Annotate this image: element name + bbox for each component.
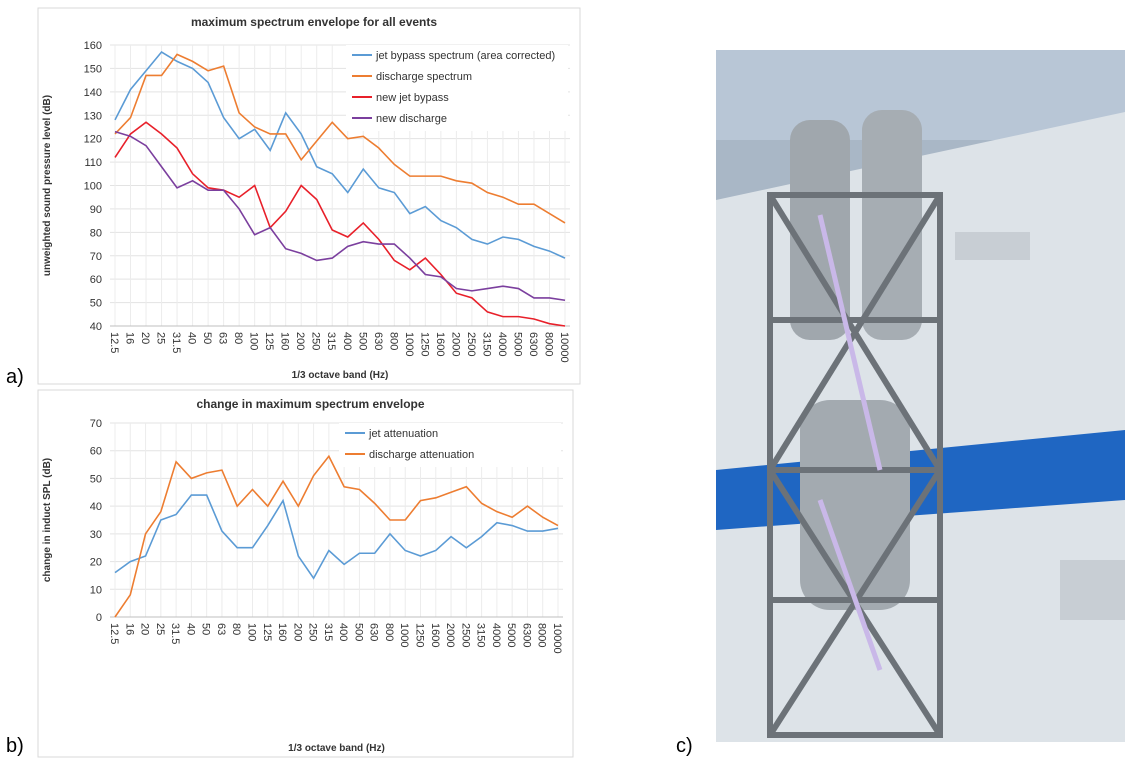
x-tick-label: 10000 bbox=[551, 623, 563, 654]
panel-label: c) bbox=[676, 735, 693, 757]
y-tick-label: 60 bbox=[90, 274, 102, 286]
y-tick-label: 70 bbox=[90, 418, 102, 430]
photo bbox=[716, 50, 1125, 742]
x-tick-label: 6300 bbox=[527, 332, 539, 356]
panel-label: a) bbox=[6, 366, 24, 388]
legend-label: new jet bypass bbox=[376, 92, 449, 104]
x-axis-label: 1/3 octave band (Hz) bbox=[288, 743, 385, 754]
y-tick-label: 80 bbox=[90, 227, 102, 239]
x-tick-label: 1250 bbox=[418, 332, 430, 356]
x-tick-label: 6300 bbox=[520, 623, 532, 647]
x-tick-label: 63 bbox=[215, 623, 227, 635]
legend-label: discharge attenuation bbox=[369, 449, 474, 461]
x-tick-label: 160 bbox=[276, 623, 288, 641]
x-tick-label: 800 bbox=[387, 332, 399, 350]
y-tick-label: 100 bbox=[84, 181, 102, 193]
x-tick-label: 1600 bbox=[434, 332, 446, 356]
x-tick-label: 315 bbox=[322, 623, 334, 641]
x-tick-label: 80 bbox=[230, 623, 242, 635]
x-tick-label: 100 bbox=[248, 332, 260, 350]
x-tick-label: 1000 bbox=[403, 332, 415, 356]
x-tick-label: 10000 bbox=[558, 332, 570, 363]
y-tick-label: 160 bbox=[84, 40, 102, 52]
legend-label: jet attenuation bbox=[368, 428, 438, 440]
y-tick-label: 70 bbox=[90, 251, 102, 263]
y-tick-label: 0 bbox=[96, 612, 102, 624]
x-tick-label: 2000 bbox=[444, 623, 456, 647]
x-tick-label: 125 bbox=[261, 623, 273, 641]
x-tick-label: 250 bbox=[307, 623, 319, 641]
y-tick-label: 60 bbox=[90, 446, 102, 458]
x-tick-label: 500 bbox=[352, 623, 364, 641]
chart-title: maximum spectrum envelope for all events bbox=[191, 15, 437, 29]
x-tick-label: 50 bbox=[201, 332, 213, 344]
x-tick-label: 250 bbox=[310, 332, 322, 350]
x-tick-label: 500 bbox=[356, 332, 368, 350]
x-tick-label: 20 bbox=[139, 623, 151, 635]
x-tick-label: 8000 bbox=[536, 623, 548, 647]
x-tick-label: 16 bbox=[124, 332, 136, 344]
y-tick-label: 20 bbox=[90, 557, 102, 569]
x-tick-label: 1600 bbox=[429, 623, 441, 647]
legend-label: discharge spectrum bbox=[376, 71, 472, 83]
y-tick-label: 10 bbox=[90, 584, 102, 596]
x-tick-label: 25 bbox=[155, 332, 167, 344]
x-tick-label: 2500 bbox=[465, 332, 477, 356]
x-tick-label: 400 bbox=[341, 332, 353, 350]
x-tick-label: 16 bbox=[123, 623, 135, 635]
x-axis-label: 1/3 octave band (Hz) bbox=[292, 370, 389, 381]
x-tick-label: 8000 bbox=[542, 332, 554, 356]
x-tick-label: 125 bbox=[263, 332, 275, 350]
x-tick-label: 630 bbox=[372, 332, 384, 350]
x-tick-label: 5000 bbox=[511, 332, 523, 356]
x-tick-label: 40 bbox=[184, 623, 196, 635]
y-tick-label: 150 bbox=[84, 63, 102, 75]
x-tick-label: 2500 bbox=[459, 623, 471, 647]
x-tick-label: 4000 bbox=[490, 623, 502, 647]
x-tick-label: 400 bbox=[337, 623, 349, 641]
x-tick-label: 25 bbox=[154, 623, 166, 635]
x-tick-label: 50 bbox=[200, 623, 212, 635]
y-tick-label: 50 bbox=[90, 473, 102, 485]
x-tick-label: 200 bbox=[294, 332, 306, 350]
x-tick-label: 1250 bbox=[414, 623, 426, 647]
x-tick-label: 12.5 bbox=[108, 332, 120, 353]
y-tick-label: 40 bbox=[90, 321, 102, 333]
legend-label: new discharge bbox=[376, 113, 447, 125]
x-tick-label: 200 bbox=[291, 623, 303, 641]
x-tick-label: 1000 bbox=[398, 623, 410, 647]
x-tick-label: 63 bbox=[217, 332, 229, 344]
y-tick-label: 40 bbox=[90, 501, 102, 513]
y-tick-label: 30 bbox=[90, 529, 102, 541]
x-tick-label: 40 bbox=[186, 332, 198, 344]
y-tick-label: 90 bbox=[90, 204, 102, 216]
x-tick-label: 630 bbox=[368, 623, 380, 641]
y-tick-label: 140 bbox=[84, 87, 102, 99]
y-tick-label: 120 bbox=[84, 134, 102, 146]
y-tick-label: 50 bbox=[90, 298, 102, 310]
x-tick-label: 20 bbox=[139, 332, 151, 344]
panel-label: b) bbox=[6, 735, 24, 757]
x-tick-label: 5000 bbox=[505, 623, 517, 647]
figure: a) b) c) maximum spectrum envelope for a… bbox=[0, 0, 1127, 758]
y-tick-label: 110 bbox=[84, 157, 102, 169]
x-tick-label: 3150 bbox=[475, 623, 487, 647]
y-axis-label: unweighted sound pressure level (dB) bbox=[42, 95, 53, 276]
y-axis-label: change in induct SPL (dB) bbox=[42, 458, 53, 582]
x-tick-label: 3150 bbox=[480, 332, 492, 356]
chart-title: change in maximum spectrum envelope bbox=[196, 397, 424, 411]
x-tick-label: 80 bbox=[232, 332, 244, 344]
x-tick-label: 160 bbox=[279, 332, 291, 350]
x-tick-label: 100 bbox=[245, 623, 257, 641]
x-tick-label: 4000 bbox=[496, 332, 508, 356]
x-tick-label: 12.5 bbox=[108, 623, 120, 644]
x-tick-label: 31.5 bbox=[170, 332, 182, 353]
legend-label: jet bypass spectrum (area corrected) bbox=[375, 50, 555, 62]
x-tick-label: 800 bbox=[383, 623, 395, 641]
x-tick-label: 31.5 bbox=[169, 623, 181, 644]
y-tick-label: 130 bbox=[84, 110, 102, 122]
x-tick-label: 315 bbox=[325, 332, 337, 350]
x-tick-label: 2000 bbox=[449, 332, 461, 356]
